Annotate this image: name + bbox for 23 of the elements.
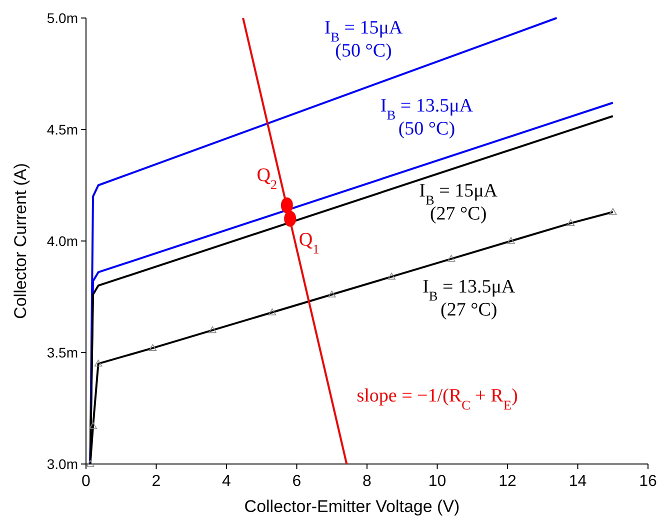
y-tick-label: 5.0m — [46, 10, 78, 26]
y-tick-label: 3.0m — [46, 456, 78, 472]
x-axis-title: Collector-Emitter Voltage (V) — [244, 497, 460, 516]
y-axis-title: Collector Current (A) — [11, 163, 30, 319]
x-tick-label: 12 — [498, 473, 516, 490]
series-label: I$_{B}$ = 15μA (27 °C) — [419, 180, 498, 224]
x-tick-label: 4 — [222, 473, 232, 490]
y-tick-label: 4.0m — [46, 233, 78, 249]
series-label: I$_{B}$ = 15μA (50 °C) — [324, 18, 403, 62]
series-label: Q$_{2}$ — [256, 164, 278, 192]
series-label: slope = −1/(R$_{C}$ + R$_{E}$) — [356, 386, 518, 412]
series-label: I$_{B}$ = 13.5μA (50 °C) — [380, 96, 474, 140]
x-tick-label: 6 — [292, 473, 302, 490]
x-tick-label: 14 — [568, 473, 587, 490]
series-label: Q$_{1}$ — [298, 229, 320, 256]
x-tick-label: 8 — [362, 473, 372, 490]
series-label: I$_{B}$ = 13.5μA (27 °C) — [422, 276, 516, 320]
x-tick-label: 10 — [428, 473, 446, 490]
y-tick-label: 4.5m — [46, 122, 78, 138]
x-tick-label: 2 — [152, 473, 161, 490]
x-tick-label: 16 — [639, 473, 657, 490]
y-tick-label: 3.5m — [46, 344, 78, 360]
x-tick-label: 0 — [82, 473, 91, 490]
